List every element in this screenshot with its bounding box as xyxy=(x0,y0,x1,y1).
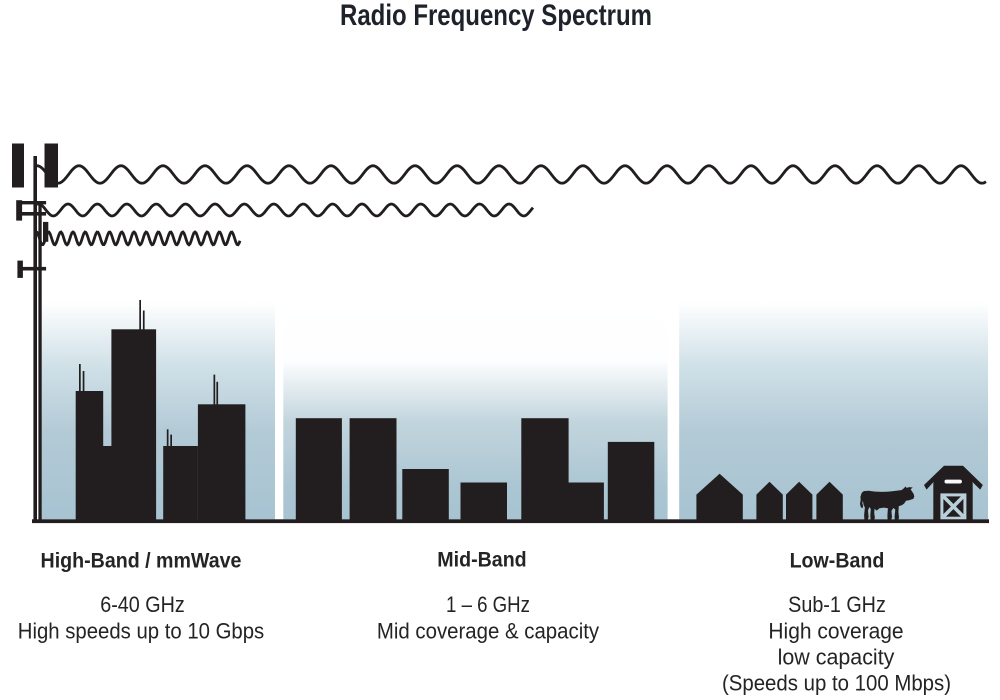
svg-text:High-Band / mmWave: High-Band / mmWave xyxy=(41,550,242,573)
svg-text:1 – 6 GHz: 1 – 6 GHz xyxy=(446,592,530,617)
svg-text:Mid coverage & capacity: Mid coverage & capacity xyxy=(377,619,599,644)
svg-text:(Speeds up to 100 Mbps): (Speeds up to 100 Mbps) xyxy=(722,671,951,696)
svg-text:6-40 GHz: 6-40 GHz xyxy=(100,593,184,617)
svg-text:Sub-1 GHz: Sub-1 GHz xyxy=(788,593,886,617)
svg-text:High speeds up to 10 Gbps: High speeds up to 10 Gbps xyxy=(18,619,264,644)
svg-text:low capacity: low capacity xyxy=(778,644,895,670)
svg-text:Radio Frequency Spectrum: Radio Frequency Spectrum xyxy=(340,0,652,32)
svg-text:High coverage: High coverage xyxy=(768,618,903,644)
svg-text:Low-Band: Low-Band xyxy=(790,550,885,573)
svg-text:Mid-Band: Mid-Band xyxy=(437,549,526,572)
